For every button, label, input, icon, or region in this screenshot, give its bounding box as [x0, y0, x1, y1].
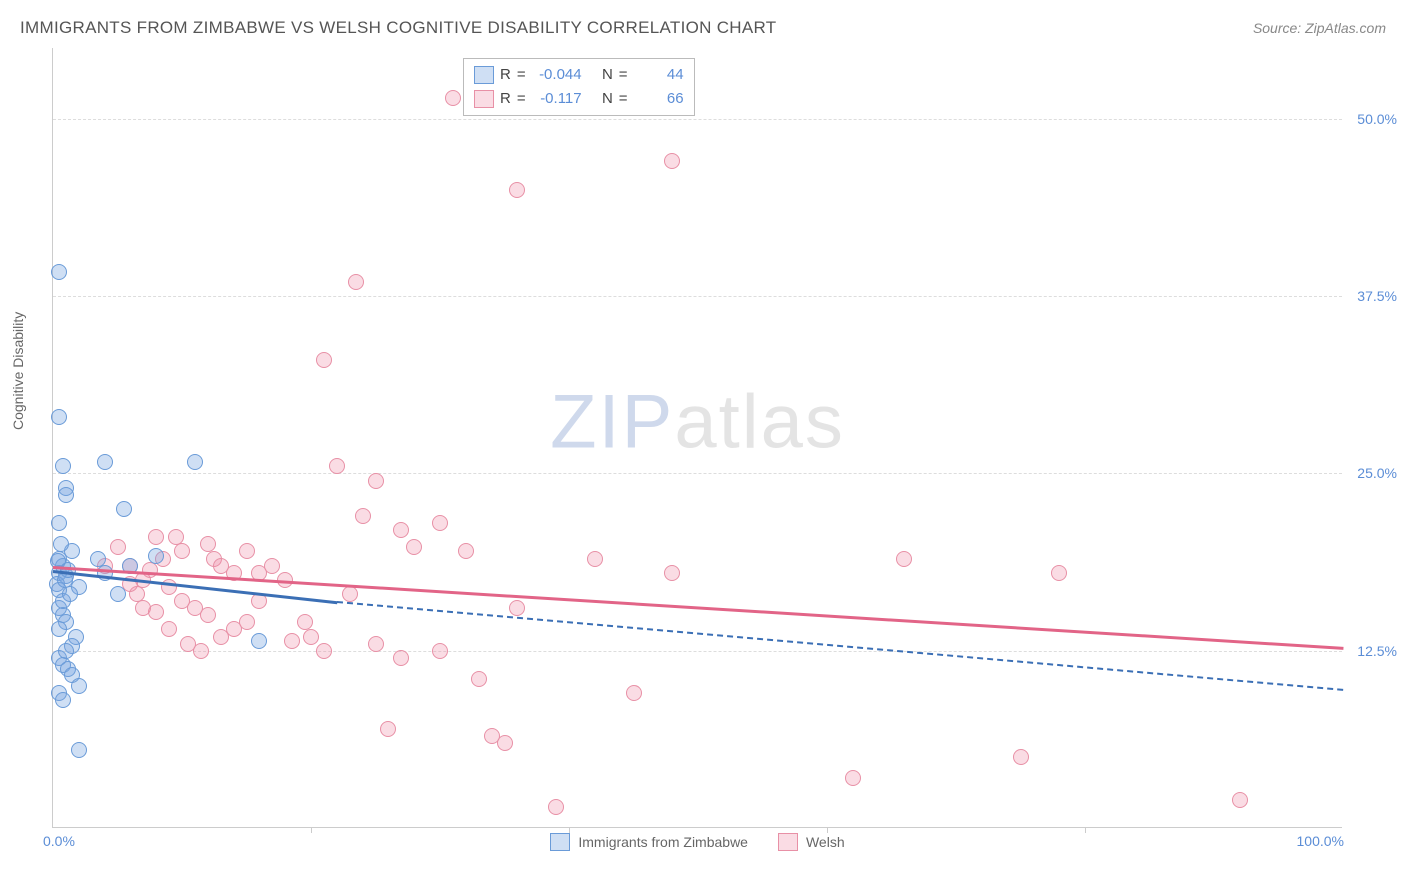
swatch-series-a — [474, 66, 494, 84]
gridline — [53, 651, 1342, 652]
data-point-b — [368, 473, 384, 489]
swatch-a-icon — [550, 833, 570, 851]
data-point-b — [626, 685, 642, 701]
stats-row-b: R= -0.117 N= 66 — [474, 87, 684, 111]
data-point-b — [393, 522, 409, 538]
swatch-series-b — [474, 90, 494, 108]
data-point-a — [62, 586, 78, 602]
data-point-a — [51, 409, 67, 425]
bottom-legend: Immigrants from Zimbabwe Welsh — [53, 833, 1342, 851]
y-tick-label: 37.5% — [1357, 288, 1397, 304]
y-tick-label: 12.5% — [1357, 643, 1397, 659]
data-point-b — [1051, 565, 1067, 581]
data-point-b — [239, 543, 255, 559]
data-point-a — [97, 454, 113, 470]
data-point-a — [110, 586, 126, 602]
data-point-b — [587, 551, 603, 567]
data-point-b — [1232, 792, 1248, 808]
chart-title: IMMIGRANTS FROM ZIMBABWE VS WELSH COGNIT… — [20, 18, 776, 38]
data-point-b — [458, 543, 474, 559]
data-point-b — [380, 721, 396, 737]
data-point-b — [432, 515, 448, 531]
data-point-b — [161, 621, 177, 637]
data-point-a — [51, 515, 67, 531]
data-point-a — [116, 501, 132, 517]
data-point-a — [51, 621, 67, 637]
data-point-b — [200, 607, 216, 623]
data-point-b — [509, 182, 525, 198]
data-point-b — [148, 529, 164, 545]
data-point-b — [509, 600, 525, 616]
gridline — [53, 296, 1342, 297]
legend-item-b: Welsh — [778, 833, 845, 851]
watermark: ZIPatlas — [550, 378, 845, 465]
data-point-b — [239, 614, 255, 630]
data-point-b — [316, 643, 332, 659]
data-point-a — [71, 678, 87, 694]
data-point-b — [110, 539, 126, 555]
data-point-a — [53, 536, 69, 552]
data-point-a — [55, 692, 71, 708]
y-axis-label: Cognitive Disability — [10, 312, 26, 430]
data-point-a — [58, 643, 74, 659]
data-point-b — [406, 539, 422, 555]
data-point-b — [471, 671, 487, 687]
data-point-a — [51, 264, 67, 280]
x-tick-mark — [827, 827, 828, 833]
data-point-a — [55, 458, 71, 474]
trendline-b — [53, 566, 1343, 649]
scatter-chart: ZIPatlas R= -0.044 N= 44 R= -0.117 N= 66… — [52, 48, 1342, 828]
data-point-a — [60, 562, 76, 578]
x-tick-mark — [569, 827, 570, 833]
data-point-a — [71, 742, 87, 758]
data-point-a — [58, 487, 74, 503]
gridline — [53, 473, 1342, 474]
data-point-a — [187, 454, 203, 470]
data-point-b — [174, 543, 190, 559]
data-point-b — [342, 586, 358, 602]
data-point-b — [355, 508, 371, 524]
legend-item-a: Immigrants from Zimbabwe — [550, 833, 748, 851]
y-tick-label: 50.0% — [1357, 111, 1397, 127]
x-tick-mark — [1085, 827, 1086, 833]
data-point-a — [251, 633, 267, 649]
data-point-b — [264, 558, 280, 574]
data-point-b — [1013, 749, 1029, 765]
data-point-b — [393, 650, 409, 666]
stats-row-a: R= -0.044 N= 44 — [474, 63, 684, 87]
data-point-b — [445, 90, 461, 106]
data-point-b — [497, 735, 513, 751]
data-point-b — [896, 551, 912, 567]
swatch-b-icon — [778, 833, 798, 851]
data-point-b — [348, 274, 364, 290]
stats-legend: R= -0.044 N= 44 R= -0.117 N= 66 — [463, 58, 695, 116]
data-point-b — [368, 636, 384, 652]
data-point-b — [329, 458, 345, 474]
data-point-b — [548, 799, 564, 815]
y-tick-label: 25.0% — [1357, 465, 1397, 481]
data-point-b — [303, 629, 319, 645]
data-point-b — [316, 352, 332, 368]
data-point-b — [135, 600, 151, 616]
data-point-b — [664, 153, 680, 169]
data-point-a — [148, 548, 164, 564]
data-point-b — [284, 633, 300, 649]
data-point-b — [193, 643, 209, 659]
data-point-b — [432, 643, 448, 659]
source-attribution: Source: ZipAtlas.com — [1253, 20, 1386, 36]
x-tick-mark — [311, 827, 312, 833]
data-point-b — [845, 770, 861, 786]
data-point-b — [664, 565, 680, 581]
data-point-b — [142, 562, 158, 578]
gridline — [53, 119, 1342, 120]
